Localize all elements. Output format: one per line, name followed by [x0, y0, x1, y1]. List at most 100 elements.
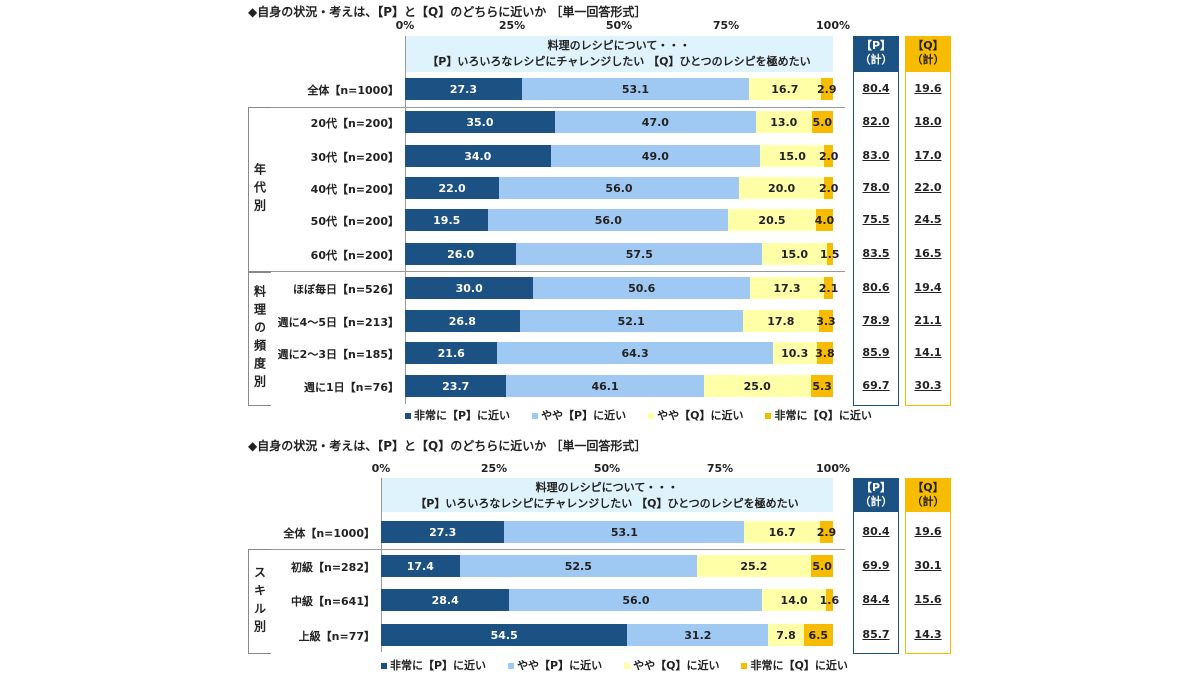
bar-segment: 53.1 [521, 78, 750, 100]
bar-segment: 16.7 [749, 78, 821, 100]
q-total-value: 19.6 [914, 82, 942, 95]
bar-segment: 49.0 [550, 145, 761, 167]
chart-header: 料理のレシピについて・・・ 【P】いろいろなレシピにチャレンジしたい 【Q】ひとつ… [405, 36, 833, 72]
legend-item: やや【Q】に近い [624, 657, 719, 673]
bar-segment: 46.1 [506, 375, 704, 397]
row-label: 週に4～5日【n=213】 [277, 316, 399, 329]
chart-title: ◆自身の状況・考えは、【P】と【Q】のどちらに近いか ［単一回答形式］ [248, 5, 647, 19]
p-total-value: 85.7 [862, 628, 890, 641]
legend-item: やや【P】に近い [532, 407, 626, 423]
legend-label: 非常に【P】に近い [414, 409, 511, 422]
total-header-line: 【P】 [860, 39, 892, 52]
header-line: 料理のレシピについて・・・ [535, 481, 679, 494]
bar-segment: 26.0 [405, 243, 517, 265]
p-total-value: 69.9 [862, 559, 890, 572]
row-label: 30代【n=200】 [310, 151, 399, 164]
p-total-value: 78.0 [862, 181, 890, 194]
total-header-line: 【Q】 [912, 39, 944, 52]
bar-segment: 17.4 [381, 555, 460, 577]
q-total-value: 21.1 [914, 314, 942, 327]
p-total-header: 【P】 （計） [853, 36, 899, 72]
p-total-value: 83.5 [862, 247, 890, 260]
bar-segment: 52.1 [519, 310, 743, 332]
bar-segment: 4.0 [815, 209, 834, 231]
x-tick-label: 50% [605, 19, 633, 32]
legend-swatch [508, 663, 515, 669]
bar-segment: 27.3 [405, 78, 522, 100]
group-separator [248, 271, 845, 272]
q-total-value: 14.3 [914, 628, 942, 641]
row-label: 全体【n=1000】 [283, 527, 375, 540]
header-line: 【P】いろいろなレシピにチャレンジしたい 【Q】ひとつのレシピを極めたい [415, 497, 799, 510]
bar-segment: 35.0 [405, 111, 555, 133]
bar-segment: 25.2 [696, 555, 811, 577]
row-label: 上級【n=77】 [298, 630, 375, 643]
x-tick-label: 100% [816, 462, 850, 475]
p-total-value: 84.4 [862, 593, 890, 606]
legend: 非常に【P】に近い やや【P】に近い やや【Q】に近い 非常に【Q】に近い [381, 657, 848, 673]
group-label: 料理の頻度別 [248, 271, 271, 406]
legend-label: 非常に【Q】に近い [750, 659, 848, 672]
q-total-value: 30.1 [914, 559, 942, 572]
bar-segment: 26.8 [405, 310, 520, 332]
p-total-header: 【P】 （計） [853, 478, 899, 512]
total-header-line: （計） [859, 495, 893, 508]
bar-segment: 52.5 [459, 555, 697, 577]
group-separator [248, 549, 845, 550]
p-total-value: 69.7 [862, 379, 890, 392]
bar-segment: 1.6 [820, 589, 839, 611]
bar-segment: 56.0 [499, 177, 739, 199]
bar-segment: 16.7 [744, 521, 820, 543]
p-total-value: 80.6 [862, 281, 890, 294]
legend-swatch [381, 663, 387, 669]
row-label: 週に1日【n=76】 [303, 381, 399, 394]
bar-segment: 1.5 [820, 243, 840, 265]
legend-swatch [648, 413, 655, 419]
p-total-value: 80.4 [862, 525, 890, 538]
legend-swatch [532, 413, 539, 419]
row-label: 40代【n=200】 [310, 183, 399, 196]
bar-segment: 15.0 [762, 243, 827, 265]
legend-label: 非常に【P】に近い [390, 659, 487, 672]
group-separator [248, 107, 845, 108]
legend-label: やや【Q】に近い [633, 659, 720, 672]
bar-segment: 3.8 [815, 342, 835, 364]
bar-segment: 5.0 [810, 555, 834, 577]
q-total-value: 16.5 [914, 247, 942, 260]
p-total-value: 80.4 [862, 82, 890, 95]
bar-segment: 27.3 [381, 521, 505, 543]
bar-segment: 17.8 [742, 310, 819, 332]
bar-segment: 21.6 [405, 342, 498, 364]
q-total-header: 【Q】 （計） [905, 478, 951, 512]
legend: 非常に【P】に近い やや【P】に近い やや【Q】に近い 非常に【Q】に近い [405, 407, 872, 423]
total-header-line: （計） [859, 53, 893, 66]
bar-segment: 15.0 [760, 145, 825, 167]
bar-segment: 20.5 [728, 209, 816, 231]
x-tick-label: 75% [706, 462, 734, 475]
legend-item: 非常に【Q】に近い [765, 407, 872, 423]
bar-segment: 56.0 [509, 589, 763, 611]
q-total-value: 24.5 [914, 213, 942, 226]
row-label: 初級【n=282】 [290, 561, 375, 574]
bar-segment: 31.2 [627, 624, 769, 646]
legend-label: やや【P】に近い [517, 659, 603, 672]
legend-item: 非常に【Q】に近い [741, 657, 848, 673]
bar-segment: 2.1 [819, 277, 838, 299]
header-line: 【P】いろいろなレシピにチャレンジしたい 【Q】ひとつのレシピを極めたい [427, 55, 811, 68]
bar-segment: 10.3 [772, 342, 817, 364]
bar-segment: 28.4 [381, 589, 510, 611]
bar-segment: 2.9 [817, 78, 837, 100]
q-total-value: 18.0 [914, 115, 942, 128]
chart-title: ◆自身の状況・考えは、【P】と【Q】のどちらに近いか ［単一回答形式］ [248, 439, 647, 453]
bar-segment: 19.5 [405, 209, 489, 231]
bar-segment: 25.0 [703, 375, 811, 397]
bar-segment: 53.1 [504, 521, 745, 543]
x-tick-label: 75% [712, 19, 740, 32]
legend-swatch [741, 663, 748, 669]
bar-segment: 5.3 [810, 375, 834, 397]
bar-segment: 50.6 [533, 277, 750, 299]
p-total-value: 83.0 [862, 149, 890, 162]
bar-segment: 22.0 [405, 177, 500, 199]
q-total-value: 19.6 [914, 525, 942, 538]
total-header-line: 【P】 [860, 481, 892, 494]
